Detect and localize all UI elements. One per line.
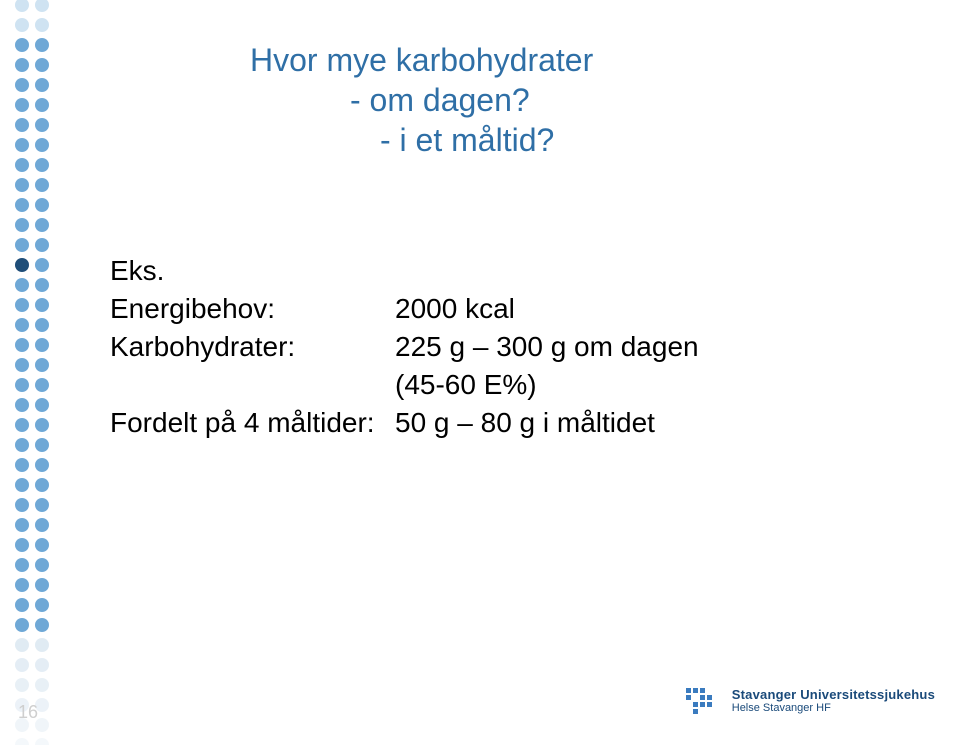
- logo-mark-icon: [682, 680, 722, 720]
- row-label-carbs: Karbohydrater:: [110, 331, 395, 363]
- footer-logo: Stavanger Universitetssjukehus Helse Sta…: [682, 680, 935, 720]
- logo-line-1: Stavanger Universitetssjukehus: [732, 687, 935, 702]
- example-label: Eks.: [110, 255, 395, 287]
- title-line-2: - om dagen?: [250, 80, 750, 120]
- row-label-meals: Fordelt på 4 måltider:: [110, 407, 395, 439]
- logo-line-2: Helse Stavanger HF: [732, 702, 935, 714]
- row-label-energy: Energibehov:: [110, 293, 395, 325]
- row-value-carbs: 225 g – 300 g om dagen: [395, 331, 699, 363]
- title-line-1: Hvor mye karbohydrater: [250, 40, 750, 80]
- title-line-3: - i et måltid?: [250, 120, 750, 160]
- slide: Hvor mye karbohydrater - om dagen? - i e…: [0, 0, 960, 745]
- content-block: Eks. Energibehov: 2000 kcal Karbohydrate…: [110, 255, 699, 445]
- logo-text: Stavanger Universitetssjukehus Helse Sta…: [732, 687, 935, 714]
- row-subvalue-carbs: (45-60 E%): [395, 369, 537, 401]
- decorative-dots-column: [0, 0, 72, 745]
- page-number: 16: [18, 702, 38, 723]
- row-value-meals: 50 g – 80 g i måltidet: [395, 407, 655, 439]
- row-value-energy: 2000 kcal: [395, 293, 515, 325]
- title-block: Hvor mye karbohydrater - om dagen? - i e…: [250, 40, 750, 160]
